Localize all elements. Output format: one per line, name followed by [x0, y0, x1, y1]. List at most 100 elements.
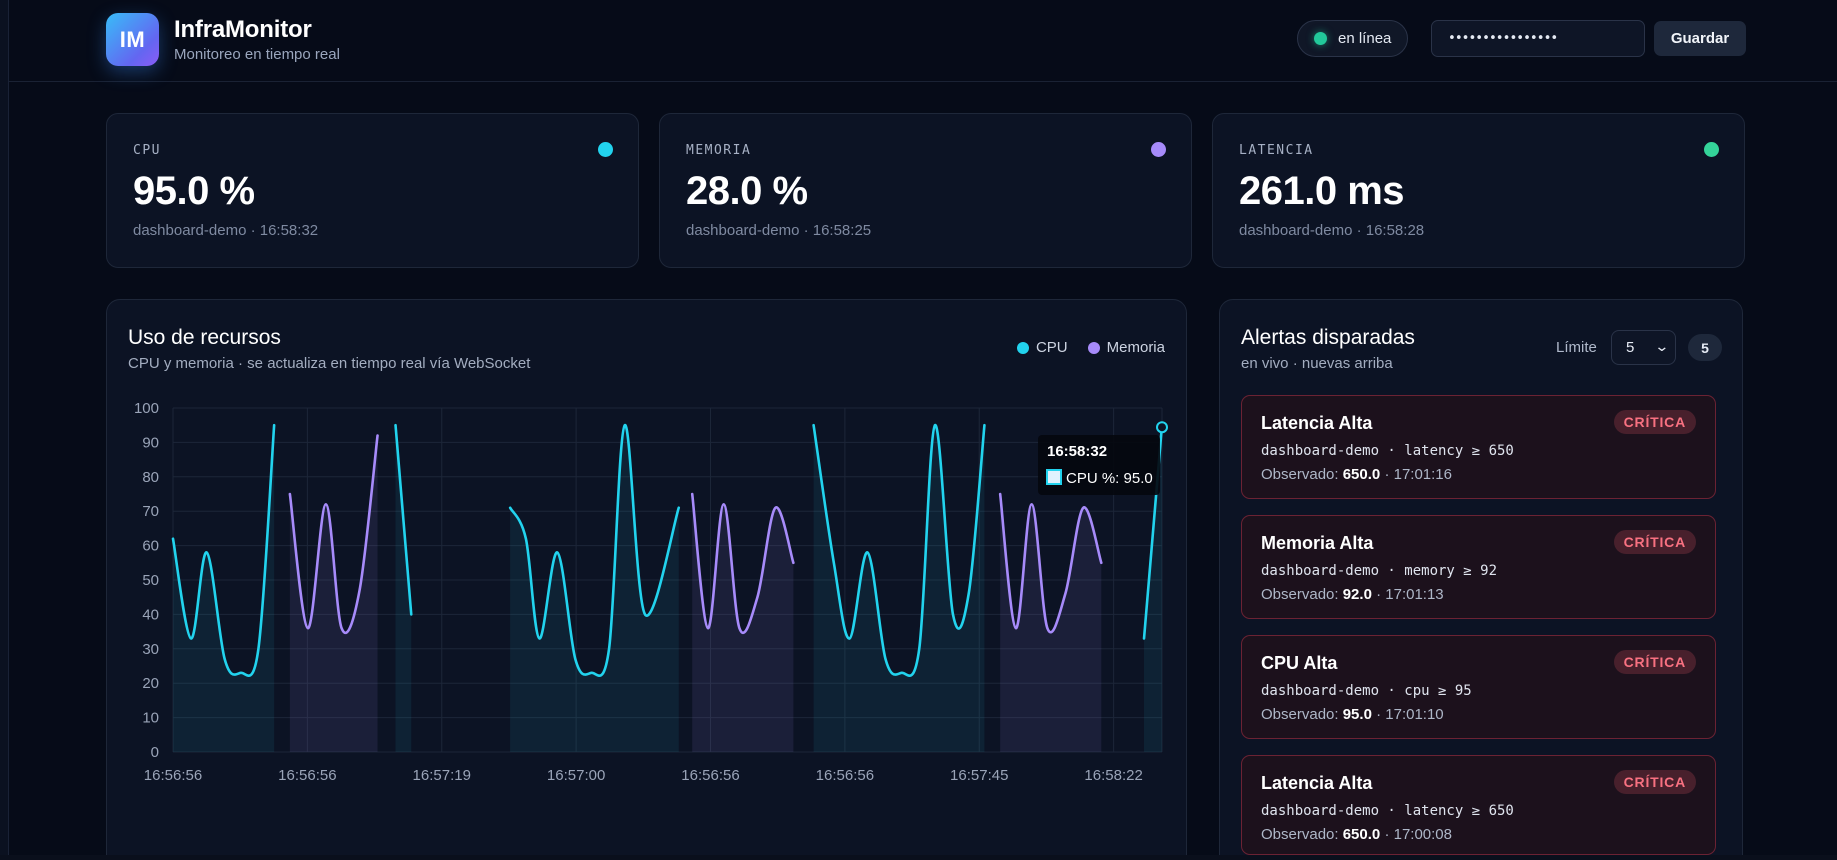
panel-title: Uso de recursos	[128, 326, 281, 349]
alert-time: · 17:00:08	[1384, 826, 1452, 843]
alert-count-badge: 5	[1688, 334, 1722, 361]
y-tick-label: 70	[142, 503, 159, 520]
limit-label: Límite	[1556, 339, 1597, 356]
memory-series-line	[690, 492, 795, 635]
metric-card-latency: LATENCIA 261.0 ms dashboard-demo · 16:58…	[1212, 113, 1745, 268]
alert-card[interactable]: Latencia Alta CRÍTICA dashboard-demo · l…	[1241, 755, 1716, 855]
panel-subtitle: CPU y memoria · se actualiza en tiempo r…	[128, 355, 531, 372]
observed-label: Observado:	[1261, 586, 1339, 603]
severity-badge: CRÍTICA	[1613, 410, 1696, 434]
tooltip-time: 16:58:32	[1047, 443, 1107, 460]
y-tick-label: 10	[142, 710, 159, 727]
observed-label: Observado:	[1261, 826, 1339, 843]
y-tick-label: 60	[142, 538, 159, 555]
app-title: InfraMonitor	[174, 16, 312, 43]
alert-observed: Observado: 95.0 · 17:01:10	[1261, 706, 1444, 723]
alert-time: · 17:01:13	[1376, 586, 1444, 603]
observed-label: Observado:	[1261, 466, 1339, 483]
observed-label: Observado:	[1261, 706, 1339, 723]
x-tick-label: 16:56:56	[144, 767, 202, 784]
alert-time: · 17:01:16	[1384, 466, 1452, 483]
alert-card[interactable]: Memoria Alta CRÍTICA dashboard-demo · me…	[1241, 515, 1716, 619]
cpu-series-line	[394, 423, 413, 616]
alert-title: CPU Alta	[1261, 653, 1338, 673]
y-tick-label: 20	[142, 675, 159, 692]
y-tick-label: 50	[142, 572, 159, 589]
chart-tooltip	[1038, 435, 1160, 495]
alert-title: Latencia Alta	[1261, 773, 1373, 793]
alert-observed: Observado: 92.0 · 17:01:13	[1261, 586, 1444, 603]
limit-select-value: 5	[1626, 339, 1635, 356]
metric-label: MEMORIA	[686, 143, 752, 158]
legend-memory-label: Memoria	[1106, 339, 1165, 356]
metric-indicator-dot	[1151, 142, 1166, 157]
app-logo: IM	[106, 13, 159, 66]
series-area	[692, 494, 794, 752]
alert-observed: Observado: 650.0 · 17:00:08	[1261, 826, 1452, 843]
cpu-series-line	[812, 423, 986, 677]
series-area	[173, 425, 275, 752]
alert-title: Latencia Alta	[1261, 413, 1373, 433]
series-area	[395, 425, 412, 752]
y-tick-label: 30	[142, 641, 159, 658]
series-area	[1144, 425, 1162, 752]
cpu-series-line	[171, 423, 276, 677]
x-tick-label: 16:56:56	[278, 767, 336, 784]
severity-badge: CRÍTICA	[1613, 650, 1696, 674]
metric-card-memory: MEMORIA 28.0 % dashboard-demo · 16:58:25	[659, 113, 1192, 268]
alert-rule: dashboard-demo · latency ≥ 650	[1261, 443, 1514, 459]
cpu-series-line	[1142, 423, 1164, 640]
metric-indicator-dot	[1704, 142, 1719, 157]
api-token-input[interactable]	[1431, 20, 1645, 57]
metric-value: 261.0 ms	[1239, 169, 1405, 213]
x-tick-label: 16:56:56	[681, 767, 739, 784]
connection-status-label: en línea	[1338, 30, 1392, 47]
metric-indicator-dot	[598, 142, 613, 157]
panel-title: Alertas disparadas	[1241, 326, 1415, 349]
limit-select[interactable]: 5	[1611, 330, 1676, 365]
connection-status-badge: en línea	[1297, 20, 1408, 57]
legend-cpu-dot-icon	[1016, 341, 1029, 354]
memory-series-line	[998, 492, 1103, 634]
metric-source: dashboard-demo · 16:58:32	[133, 222, 319, 239]
legend-cpu-label: CPU	[1035, 339, 1068, 356]
alert-time: · 17:01:10	[1376, 706, 1444, 723]
chevron-down-icon: ⌄	[1654, 338, 1670, 354]
status-dot-icon	[1314, 32, 1327, 45]
y-tick-label: 80	[142, 469, 159, 486]
alert-card[interactable]: Latencia Alta CRÍTICA dashboard-demo · l…	[1241, 395, 1716, 499]
observed-value: 650.0	[1342, 826, 1381, 843]
chart-legend: CPU Memoria	[1016, 339, 1165, 356]
legend-memory-dot-icon	[1087, 341, 1100, 354]
metric-label: CPU	[133, 143, 161, 158]
x-tick-label: 16:58:22	[1084, 767, 1142, 784]
y-tick-label: 40	[142, 606, 159, 623]
alert-rule: dashboard-demo · latency ≥ 650	[1261, 803, 1514, 819]
window-bottom-edge	[0, 855, 1837, 860]
severity-badge: CRÍTICA	[1613, 770, 1696, 794]
observed-value: 92.0	[1342, 586, 1372, 603]
metric-label: LATENCIA	[1239, 143, 1314, 158]
app-header: IM InfraMonitor Monitoreo en tiempo real…	[9, 0, 1837, 82]
y-tick-label: 90	[142, 434, 159, 451]
x-tick-label: 16:56:56	[816, 767, 874, 784]
alert-card[interactable]: CPU Alta CRÍTICA dashboard-demo · cpu ≥ …	[1241, 635, 1716, 739]
series-area	[1000, 494, 1102, 752]
alert-rule: dashboard-demo · cpu ≥ 95	[1261, 683, 1472, 699]
observed-value: 95.0	[1342, 706, 1372, 723]
metric-card-cpu: CPU 95.0 % dashboard-demo · 16:58:32	[106, 113, 639, 268]
cpu-series-line	[508, 423, 681, 677]
legend-item-memory[interactable]: Memoria	[1087, 339, 1165, 356]
app-subtitle: Monitoreo en tiempo real	[174, 46, 340, 63]
metric-value: 95.0 %	[133, 169, 255, 213]
metric-source: dashboard-demo · 16:58:28	[1239, 222, 1425, 239]
severity-badge: CRÍTICA	[1613, 530, 1696, 554]
x-tick-label: 16:57:00	[547, 767, 605, 784]
alert-rule: dashboard-demo · memory ≥ 92	[1261, 563, 1498, 579]
y-tick-label: 100	[134, 400, 159, 417]
legend-item-cpu[interactable]: CPU	[1016, 339, 1068, 356]
series-area	[289, 435, 378, 752]
save-button[interactable]: Guardar	[1654, 21, 1746, 56]
x-tick-label: 16:57:19	[413, 767, 471, 784]
